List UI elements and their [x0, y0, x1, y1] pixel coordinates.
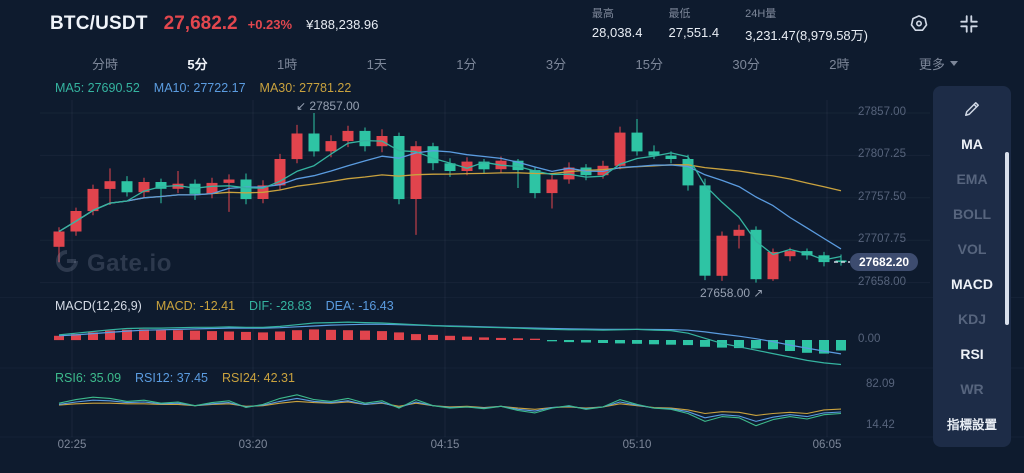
header: BTC/USDT 27,682.2 +0.23% ¥188,238.96 最高 … — [0, 0, 1024, 48]
market-stats: 最高 28,038.4 最低 27,551.4 24H量 3,231.47(8,… — [592, 5, 868, 44]
stat-volume-24h: 24H量 3,231.47(8,979.58万) — [745, 7, 868, 43]
legend-item: RSI12: 37.45 — [135, 371, 208, 385]
legend-item: MA10: 27722.17 — [153, 81, 246, 95]
chevron-down-icon — [949, 60, 958, 66]
price-axis-label: 27757.50 — [858, 190, 906, 203]
time-axis-label: 04:15 — [430, 439, 460, 451]
gate-watermark: Gate.io — [54, 248, 172, 279]
legend-item: RSI6: 35.09 — [55, 371, 122, 385]
sidebar-item-rsi[interactable]: RSI — [960, 345, 984, 362]
indicator-sidebar: MA EMA BOLL VOL MACD KDJ RSI WR 指標設置 — [933, 86, 1011, 447]
price-axis-label: 27857.00 — [858, 106, 906, 118]
rsi-axis-label-high: 82.09 — [866, 378, 895, 390]
stat-high: 最高 28,038.4 — [591, 7, 643, 40]
sidebar-item-boll[interactable]: BOLL — [952, 205, 992, 222]
price-axis-label: 27658.00 — [858, 275, 906, 288]
pair-title: BTC/USDT — [50, 13, 148, 34]
sidebar-item-macd[interactable]: MACD — [951, 275, 993, 292]
fiat-value: ¥188,238.96 — [306, 16, 379, 32]
exit-fullscreen-icon[interactable] — [958, 13, 980, 35]
tab-6[interactable]: 15分 — [635, 56, 663, 72]
time-axis-label: 05:10 — [622, 439, 652, 451]
current-price-badge: 27682.20 — [850, 253, 919, 271]
macd-axis-label: 0.00 — [858, 333, 881, 345]
tab-2[interactable]: 1時 — [277, 56, 298, 72]
sidebar-item-kdj[interactable]: KDJ — [957, 310, 986, 327]
macd-legend: MACD(12,26,9) MACD: -12.41 DIF: -28.83 DEA:… — [55, 299, 394, 313]
tab-8[interactable]: 2時 — [829, 56, 850, 72]
tab-more[interactable]: 更多 — [919, 54, 958, 73]
tab-1[interactable]: 5分 — [187, 56, 208, 72]
price-axis-label: 27707.75 — [858, 233, 906, 246]
arrow-down-left-icon: ↙ — [296, 99, 307, 113]
legend-item: MA30: 27781.22 — [259, 81, 352, 95]
rsi-legend: RSI6: 35.09 RSI12: 37.45 RSI24: 42.31 — [55, 371, 295, 385]
price-change: +0.23% — [247, 16, 293, 32]
legend-item: DIF: -28.83 — [249, 299, 312, 313]
settings-icon[interactable] — [908, 13, 930, 35]
tab-7[interactable]: 30分 — [732, 56, 760, 72]
timeframe-tabs: 分時 5分 1時 1天 1分 3分 15分 30分 2時 更多 — [0, 48, 1024, 78]
stat-low: 最低 27,551.4 — [668, 7, 720, 40]
arrow-up-right-icon: ↗ — [753, 286, 764, 300]
sidebar-item-indicator-settings[interactable]: 指標設置 — [946, 418, 997, 432]
legend-item: RSI24: 42.31 — [221, 371, 295, 385]
sidebar-scrollbar[interactable] — [1005, 152, 1009, 325]
high-price-annotation: ↙ 27857.00 — [296, 99, 360, 113]
tab-4[interactable]: 1分 — [456, 56, 477, 72]
time-axis-label: 02:25 — [57, 439, 87, 451]
price-axis-label: 27807.25 — [858, 148, 906, 161]
sidebar-item-ma[interactable]: MA — [961, 135, 983, 152]
legend-item: MACD: -12.41 — [155, 299, 236, 313]
low-price-annotation: 27658.00 ↗ — [700, 286, 764, 300]
tab-3[interactable]: 1天 — [366, 56, 387, 72]
legend-item: DEA: -16.43 — [325, 299, 394, 313]
sidebar-item-wr[interactable]: WR — [960, 380, 984, 397]
last-price: 27,682.2 — [163, 13, 238, 34]
ma-legend: MA5: 27690.52 MA10: 27722.17 MA30: 27781.2… — [55, 81, 351, 95]
tab-5[interactable]: 3分 — [545, 56, 567, 72]
draw-tool-icon[interactable] — [933, 91, 1011, 126]
gate-logo-icon — [54, 248, 80, 279]
sidebar-item-vol[interactable]: VOL — [957, 240, 987, 257]
tab-0[interactable]: 分時 — [92, 56, 119, 72]
rsi-axis-label-low: 14.42 — [866, 419, 895, 431]
time-axis-label: 06:05 — [812, 439, 842, 451]
time-axis-label: 03:20 — [238, 439, 268, 451]
legend-item: MA5: 27690.52 — [55, 81, 140, 95]
sidebar-item-ema[interactable]: EMA — [956, 170, 988, 187]
